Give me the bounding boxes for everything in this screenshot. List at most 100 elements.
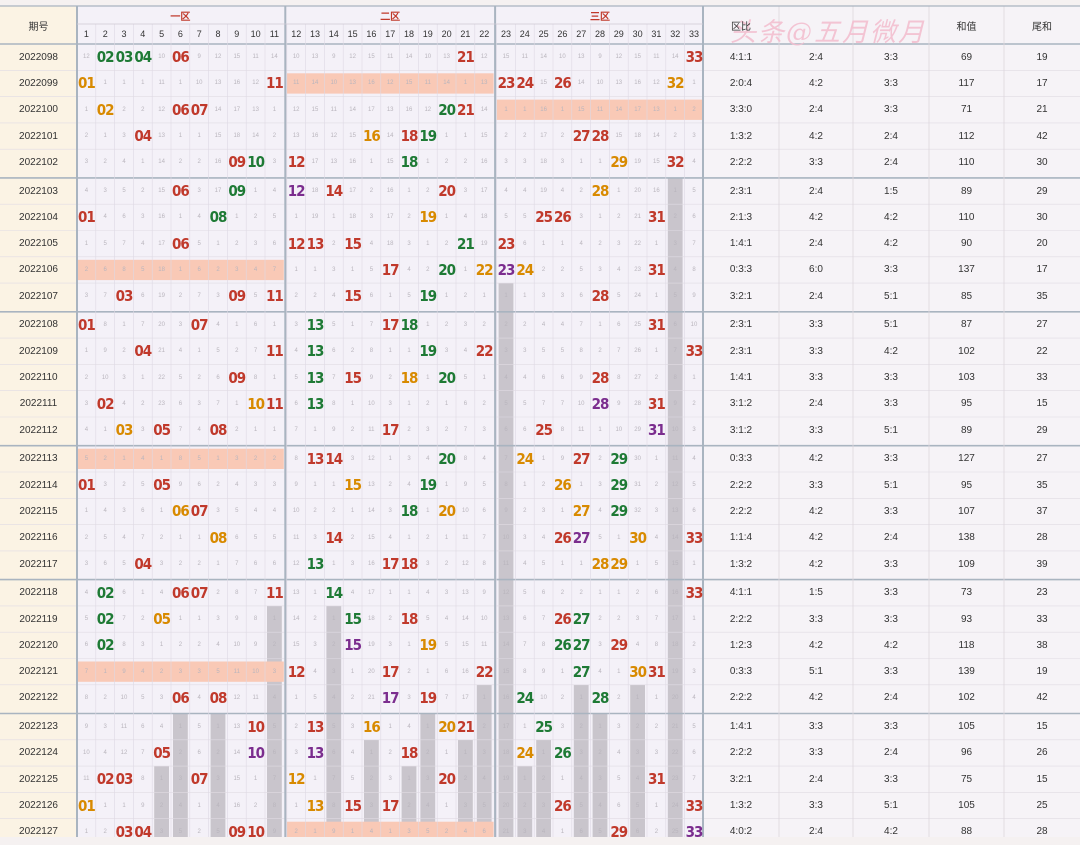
omission-count: 19 — [368, 642, 375, 649]
omission-count: 8 — [272, 802, 277, 809]
omission-count: 2 — [235, 240, 239, 247]
omission-count: 3 — [523, 159, 527, 166]
omission-count: 4 — [159, 723, 164, 730]
omission-count: 19 — [480, 240, 488, 247]
omission-count: 1 — [692, 80, 696, 87]
omission-count: 10 — [615, 427, 623, 434]
stat-tail-sum: 33 — [1036, 613, 1048, 625]
omission-count: 2 — [541, 266, 546, 273]
drawn-number: 19 — [419, 127, 437, 146]
omission-count: 11 — [233, 668, 240, 675]
omission-count: 5 — [598, 534, 602, 541]
omission-count: 3 — [388, 508, 392, 515]
omission-count: 1 — [197, 802, 201, 809]
omission-count: 6 — [253, 321, 258, 328]
omission-count: 3 — [463, 188, 468, 195]
omission-count: 7 — [294, 427, 298, 434]
omission-count: 7 — [141, 534, 145, 541]
drawn-number: 26 — [554, 74, 572, 93]
stat-zone-ratio: 2:2:2 — [729, 505, 753, 517]
omission-count: 5 — [253, 534, 258, 541]
omission-count: 3 — [635, 616, 640, 623]
stat-tail-sum: 29 — [1036, 424, 1048, 436]
stat-zone-ratio: 1:4:1 — [729, 721, 753, 733]
stat-zone-ratio: 2:0:4 — [729, 77, 753, 89]
omission-count: 1 — [350, 828, 355, 835]
omission-count: 6 — [235, 534, 239, 541]
drawn-number: 01 — [78, 796, 96, 815]
omission-count: 15 — [214, 133, 222, 140]
omission-count: 6 — [541, 589, 546, 596]
drawn-number: 28 — [591, 394, 610, 413]
omission-count: 3 — [426, 776, 430, 783]
omission-count: 4 — [617, 749, 621, 756]
omission-count: 6 — [332, 749, 336, 756]
omission-count: 13 — [671, 508, 679, 515]
drawn-number: 24 — [516, 743, 534, 762]
omission-count: 3 — [504, 348, 508, 355]
omission-count: 2 — [692, 642, 696, 649]
stat-odd-even: 4:2 — [809, 505, 823, 517]
omission-count: 6 — [523, 427, 527, 434]
column-number-header: 20 — [441, 29, 452, 39]
period-cell: 2022109 — [19, 345, 58, 357]
drawn-number: 18 — [400, 315, 419, 334]
omission-count: 1 — [235, 214, 239, 221]
omission-count: 4 — [426, 802, 430, 809]
omission-count: 4 — [272, 188, 277, 195]
stat-tail-sum: 26 — [1036, 747, 1048, 759]
omission-count: 6 — [369, 293, 374, 300]
omission-count: 8 — [541, 642, 546, 649]
omission-count: 5 — [579, 802, 583, 809]
drawn-number: 07 — [190, 770, 209, 789]
drawn-number: 28 — [591, 287, 610, 306]
stat-odd-even: 3:3 — [809, 721, 823, 733]
omission-count: 2 — [178, 561, 183, 568]
omission-count: 10 — [292, 54, 300, 61]
omission-count: 5 — [444, 642, 449, 649]
omission-count: 18 — [158, 266, 165, 273]
omission-count: 1 — [272, 427, 277, 434]
omission-count: 2 — [103, 694, 107, 701]
omission-count: 1 — [178, 534, 183, 541]
omission-count: 15 — [671, 561, 679, 568]
stat-tail-sum: 42 — [1036, 692, 1048, 704]
column-number-header: 14 — [328, 29, 339, 39]
omission-count: 7 — [369, 321, 374, 328]
drawn-number: 20 — [438, 717, 456, 736]
stat-header-1: 区比 — [731, 21, 751, 33]
omission-count: 1 — [407, 776, 411, 783]
stat-odd-even: 4:2 — [809, 130, 823, 142]
omission-count: 1 — [560, 776, 565, 783]
omission-count: 5 — [369, 266, 374, 273]
omission-count: 1 — [103, 133, 107, 140]
omission-count: 1 — [407, 589, 411, 596]
omission-count: 1 — [654, 293, 659, 300]
omission-count: 9 — [692, 293, 696, 300]
omission-count: 4 — [178, 802, 183, 809]
omission-streak-bar — [573, 684, 589, 837]
omission-count: 1 — [407, 642, 411, 649]
omission-count: 5 — [635, 802, 640, 809]
omission-count: 26 — [634, 348, 641, 355]
column-number-header: 28 — [594, 29, 605, 39]
omission-count: 6 — [272, 749, 277, 756]
omission-count: 3 — [272, 668, 277, 675]
stat-zone-ratio: 2:2:2 — [729, 692, 753, 704]
omission-count: 19 — [540, 188, 547, 195]
omission-count: 1 — [617, 188, 621, 195]
omission-count: 17 — [158, 240, 165, 247]
drawn-number: 10 — [247, 394, 265, 413]
empty-zone-band — [286, 73, 494, 94]
stat-big-small: 5:1 — [884, 319, 898, 331]
omission-count: 15 — [502, 54, 510, 61]
drawn-number: 12 — [287, 234, 306, 253]
omission-count: 5 — [313, 694, 317, 701]
drawn-number: 33 — [685, 583, 704, 602]
column-number-header: 3 — [121, 29, 127, 39]
omission-count: 10 — [120, 694, 128, 701]
omission-count: 25 — [671, 828, 679, 835]
omission-count: 1 — [426, 723, 430, 730]
omission-count: 3 — [141, 214, 145, 221]
omission-count: 1 — [523, 776, 527, 783]
